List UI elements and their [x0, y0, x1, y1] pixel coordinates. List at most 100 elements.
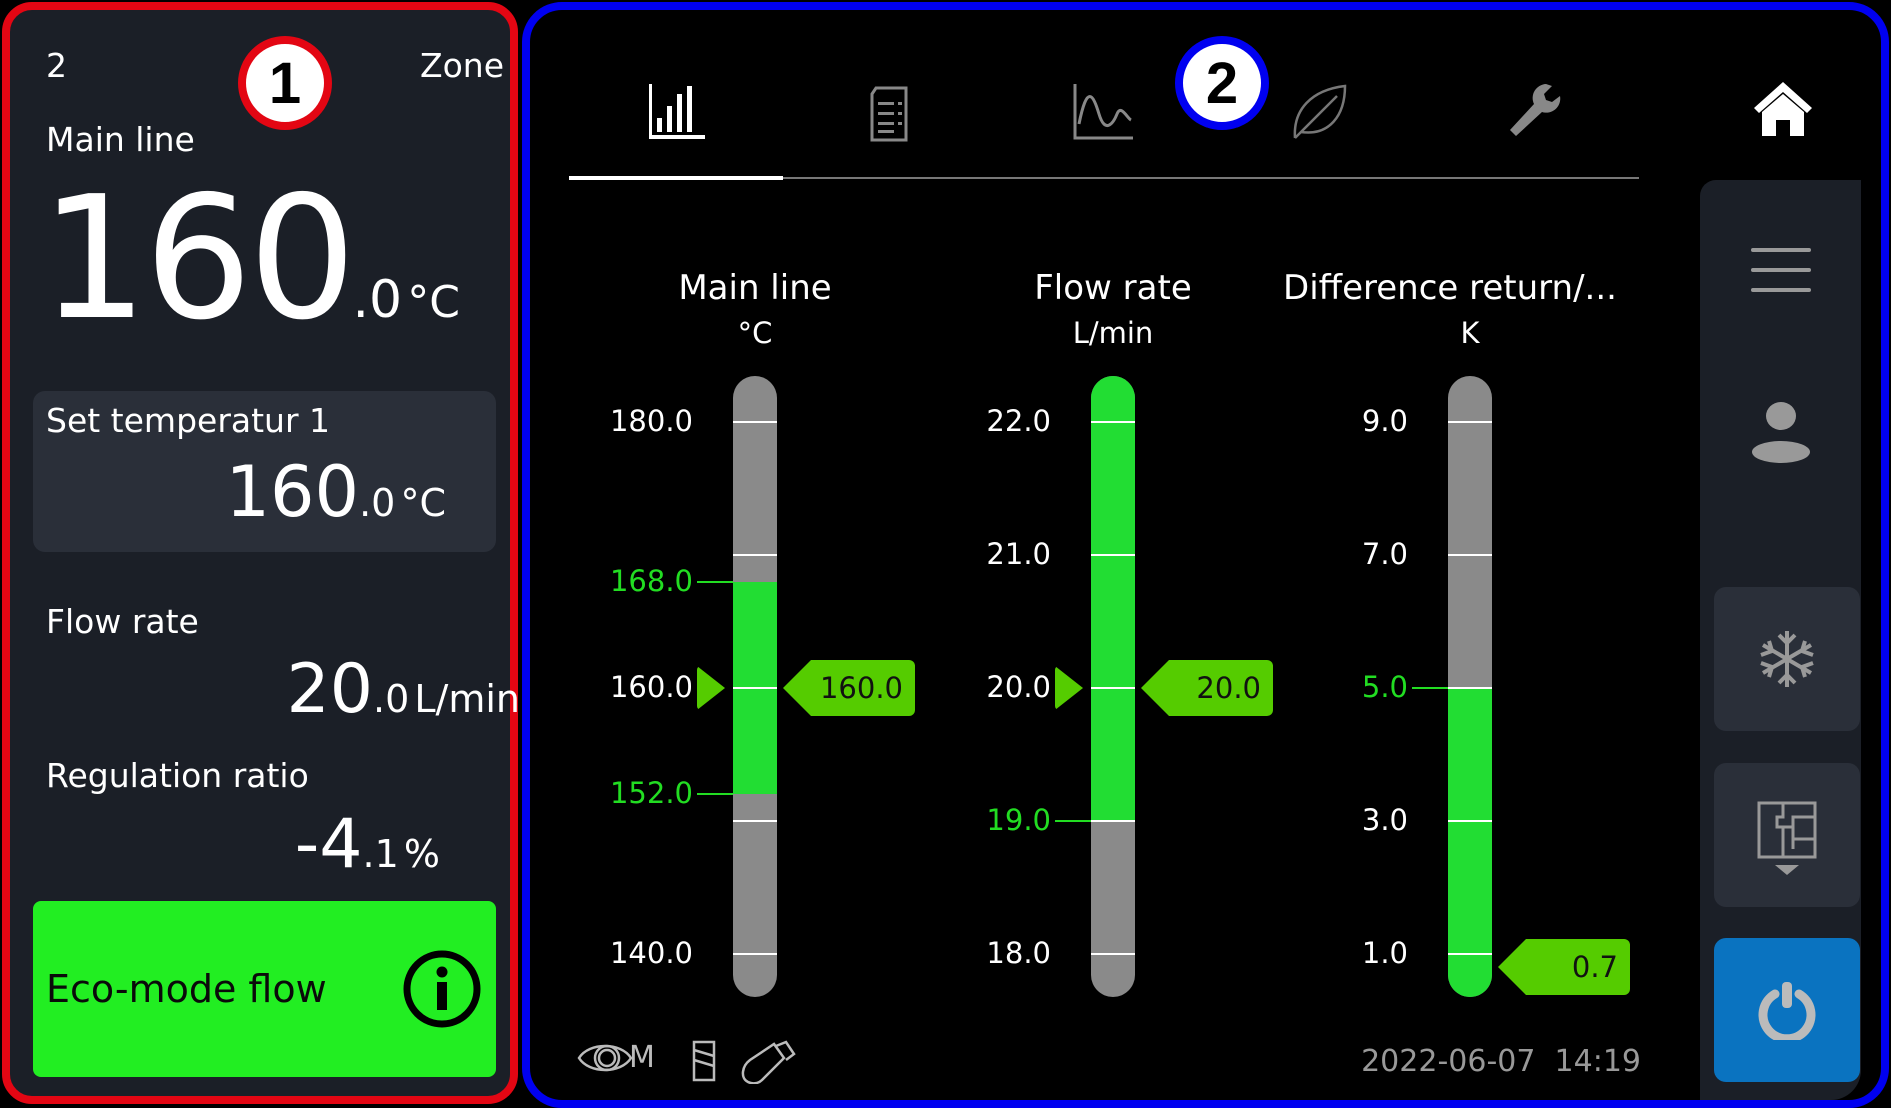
gauge-tick: [733, 820, 777, 822]
gauge-unit: L/min: [1072, 316, 1154, 350]
ratio-unit: %: [403, 832, 440, 876]
callout-1: 1: [238, 36, 332, 130]
gauge-tick: [1448, 421, 1492, 423]
gauge-tick: [1448, 554, 1492, 556]
gauge-tick: [733, 554, 777, 556]
usb-icon: [741, 1040, 796, 1084]
threshold-line: [697, 793, 733, 796]
set-temperature-value: 160.0 °C: [225, 451, 446, 533]
threshold-line: [1412, 687, 1448, 689]
menu-icon[interactable]: [1751, 246, 1811, 296]
gauge-tick: [1091, 953, 1135, 955]
setpoint-marker: [697, 666, 725, 710]
gauge-scale-label: 168.0: [609, 563, 693, 598]
main-line-label: Main line: [46, 120, 195, 159]
gauge-tick: [1091, 687, 1135, 689]
gauge-tick: [1448, 687, 1492, 689]
user-icon[interactable]: [1751, 400, 1811, 464]
set-temperature-label: Set temperatur 1: [46, 401, 331, 440]
ratio-dec: .1: [362, 832, 399, 876]
bar-chart-icon[interactable]: [645, 80, 709, 144]
power-button[interactable]: [1714, 938, 1860, 1082]
date: 2022-06-07: [1361, 1044, 1536, 1079]
setpoint-marker: [1055, 666, 1083, 710]
gauge-tick: [1448, 953, 1492, 955]
main-line-dec: .0: [352, 270, 403, 330]
gauge-tick: [733, 953, 777, 955]
gauge-tick: [1448, 820, 1492, 822]
ratio-int: -4: [294, 805, 363, 884]
eco-mode-flow-button[interactable]: Eco-mode flow: [33, 901, 496, 1077]
gauge-tick: [1091, 554, 1135, 556]
snowflake-button[interactable]: [1714, 587, 1860, 731]
gauge-title: Flow rate: [1034, 268, 1192, 308]
zone-panel: 2 Zone Main line 160.0 °C Set temperatur…: [2, 2, 520, 1104]
snowflake-icon: [1760, 631, 1814, 687]
gauge-scale-label: 20.0: [986, 670, 1051, 704]
main-line-value: 160.0 °C: [40, 160, 460, 358]
set-temp-dec: .0: [359, 481, 396, 525]
gauge-scale-label: 5.0: [1361, 670, 1408, 704]
set-temperature-box[interactable]: Set temperatur 1 160.0 °C: [33, 391, 496, 552]
gauge-area: Main line °C 180.0 168.0 160.0 152.0 140.0 160.…: [530, 10, 1700, 1010]
gauge-scale-label: 1.0: [1361, 936, 1408, 970]
gauge-scale-label: 140.0: [609, 936, 693, 970]
flow-dec: .0: [373, 677, 410, 721]
gauge-tick: [733, 687, 777, 689]
gauge-scale-label: 19.0: [986, 803, 1051, 837]
gauge-title: Main line: [678, 268, 832, 308]
power-icon: [1758, 982, 1816, 1040]
gauge-tick: [733, 421, 777, 423]
leaf-icon[interactable]: [1287, 80, 1351, 144]
time: 14:19: [1554, 1044, 1641, 1079]
home-icon[interactable]: [1752, 78, 1814, 140]
regulation-ratio-value: -4.1 %: [295, 805, 440, 884]
document-list-icon[interactable]: [860, 80, 924, 144]
set-temp-int: 160: [225, 451, 360, 533]
gauge-title: Difference return/...: [1283, 268, 1617, 308]
main-line-unit: °C: [407, 277, 460, 328]
flow-rate-value: 20.0 L/min: [286, 650, 520, 729]
flow-rate-label: Flow rate: [46, 602, 199, 641]
threshold-line: [697, 580, 733, 583]
gauge-scale-label: 9.0: [1361, 404, 1408, 438]
gauge-scale-label: 3.0: [1361, 803, 1408, 837]
gauge-scale-label: 180.0: [609, 404, 693, 438]
eye-icon: [577, 1044, 633, 1072]
gauge-green-range: [1091, 376, 1135, 821]
gauge-tick: [1091, 820, 1135, 822]
regulation-ratio-label: Regulation ratio: [46, 756, 309, 795]
main-line-int: 160: [40, 160, 356, 358]
gauge-scale-label: 7.0: [1361, 537, 1408, 571]
zone-number: 2: [46, 46, 67, 85]
current-value-tag: 0.7: [1498, 939, 1630, 995]
active-tab-indicator: [569, 176, 783, 180]
gauge-tick: [1091, 421, 1135, 423]
sidebar: [1700, 180, 1861, 1100]
flow-unit: L/min: [414, 677, 520, 721]
current-value-tag: 20.0: [1141, 660, 1273, 716]
gauge-scale-label: 160.0: [609, 670, 693, 704]
sd-card-icon: [692, 1040, 716, 1082]
gauge-scale-label: 18.0: [986, 936, 1051, 970]
flow-int: 20: [286, 650, 373, 729]
gauge-scale-label: 22.0: [986, 404, 1051, 438]
floor-plan-icon: [1757, 801, 1817, 875]
gauge-scale-label: 21.0: [986, 537, 1051, 571]
gauge-scale-label: 152.0: [609, 776, 693, 811]
current-value-tag: 160.0: [783, 660, 915, 716]
threshold-line: [1055, 820, 1091, 822]
set-temp-unit: °C: [400, 481, 446, 525]
date-time: 2022-06-07 14:19: [1361, 1044, 1641, 1079]
info-icon[interactable]: [402, 949, 482, 1029]
wrench-icon[interactable]: [1502, 80, 1566, 144]
callout-2: 2: [1175, 36, 1269, 130]
gauge-unit: °C: [737, 316, 773, 350]
mode-letter: M: [629, 1040, 655, 1075]
line-chart-icon[interactable]: [1071, 80, 1135, 144]
eco-mode-label: Eco-mode flow: [46, 967, 327, 1011]
floor-plan-button[interactable]: [1714, 763, 1860, 907]
gauge-unit: K: [1460, 316, 1480, 350]
zone-label: Zone: [419, 46, 504, 85]
tab-underline: [569, 177, 1639, 179]
